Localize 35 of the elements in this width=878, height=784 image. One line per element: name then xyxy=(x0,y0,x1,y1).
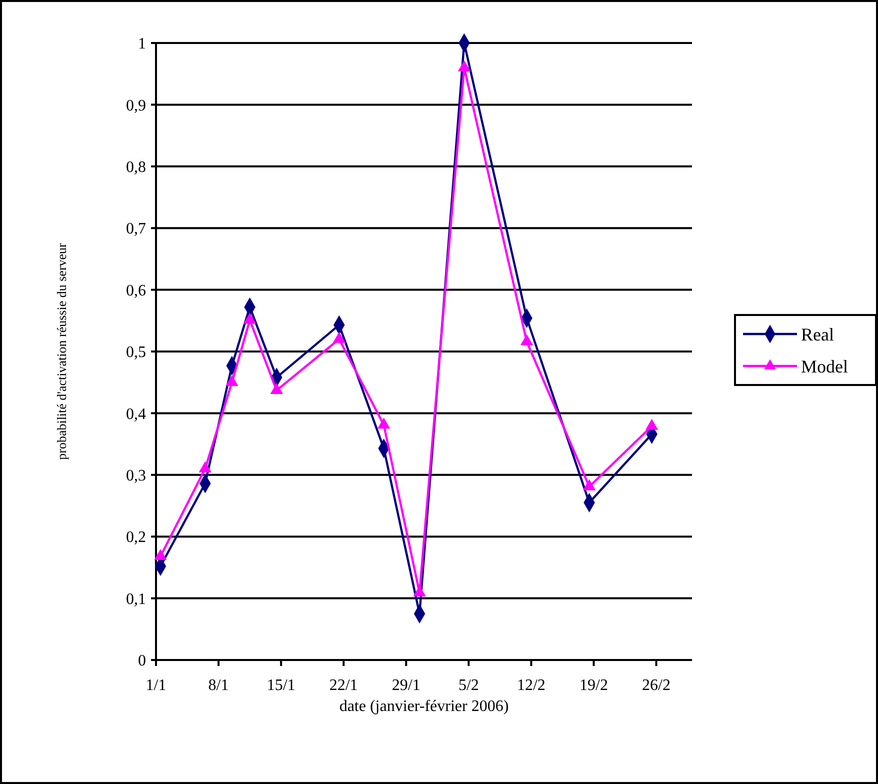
point xyxy=(332,332,346,343)
x-tick-label: 29/1 xyxy=(392,677,420,694)
point xyxy=(377,418,390,429)
x-tick-label: 1/1 xyxy=(146,677,166,694)
x-tick-label: 8/1 xyxy=(208,677,229,694)
y-tick-label: 0,2 xyxy=(126,529,146,546)
point xyxy=(582,479,596,490)
y-axis-title: probabilité d'activation réussie du serveur xyxy=(54,242,69,460)
y-tick-label: 0,9 xyxy=(126,97,146,114)
y-tick-label: 0 xyxy=(138,652,146,670)
point xyxy=(154,549,167,560)
y-tick-label: 0,5 xyxy=(126,344,146,362)
y-tick-label: 0,4 xyxy=(126,406,146,423)
y-tick-label: 1 xyxy=(138,36,146,53)
x-tick-label: 26/2 xyxy=(642,677,670,694)
point xyxy=(243,312,256,324)
point xyxy=(270,383,283,394)
x-tick-label: 15/1 xyxy=(266,677,296,694)
x-axis-title: date (janvier-février 2006) xyxy=(339,698,509,715)
point xyxy=(520,334,534,346)
point xyxy=(458,60,471,72)
x-tick-label: 19/2 xyxy=(580,677,608,694)
y-tick-label: 0,1 xyxy=(126,590,146,608)
x-tick-label: 22/1 xyxy=(329,677,358,694)
y-tick-label: 0,7 xyxy=(126,220,146,238)
legend-label: Model xyxy=(801,356,848,376)
point xyxy=(226,375,238,386)
x-tick-label: 5/2 xyxy=(458,677,479,694)
legend-label: Real xyxy=(801,324,834,344)
y-tick-label: 0,3 xyxy=(126,468,146,484)
y-tick-label: 0,6 xyxy=(126,282,146,300)
y-tick-label: 0,8 xyxy=(126,159,146,176)
point xyxy=(198,461,212,472)
point xyxy=(645,418,658,430)
x-tick-label: 12/2 xyxy=(516,677,546,694)
